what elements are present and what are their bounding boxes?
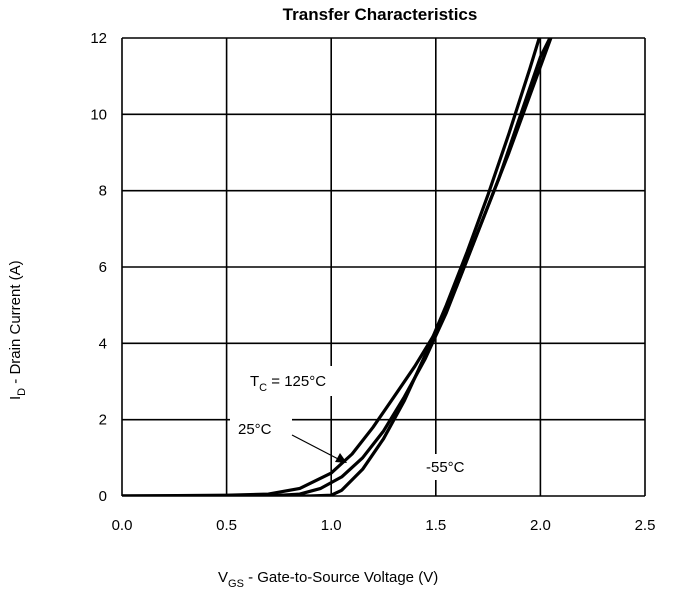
y-tick-label: 4: [99, 335, 107, 352]
annotation-arrowhead: [335, 453, 347, 463]
x-tick-label: 2.0: [530, 517, 551, 534]
x-tick-label: 0.0: [112, 517, 133, 534]
grid: [121, 37, 646, 497]
x-tick-label: 0.5: [216, 517, 237, 534]
y-tick-label: 6: [99, 259, 107, 276]
series-lines: [122, 38, 553, 496]
series-line-1: [122, 38, 553, 496]
x-tick-label: 1.5: [425, 517, 446, 534]
y-tick-label: 0: [99, 488, 107, 505]
series-line-0: [122, 38, 552, 496]
annotation-minus55c: -55°C: [426, 459, 465, 476]
y-tick-labels: 0 2 4 6 8 10 12: [90, 30, 107, 505]
y-tick-label: 8: [99, 183, 107, 200]
y-tick-label: 10: [90, 106, 107, 123]
annotation-25c: 25°C: [238, 421, 272, 438]
x-tick-label: 1.0: [321, 517, 342, 534]
annotation-125c: TC = 125°C: [250, 373, 326, 394]
series-line-2: [122, 38, 541, 496]
annotation-bg-25: [230, 416, 292, 442]
x-axis-label: VGS - Gate-to-Source Voltage (V): [218, 569, 438, 590]
x-tick-labels: 0.0 0.5 1.0 1.5 2.0 2.5: [112, 517, 656, 534]
annotation-arrow-line: [291, 434, 343, 462]
annotation-bg-125: [228, 366, 368, 396]
chart-title: Transfer Characteristics: [283, 5, 478, 24]
y-axis-label: ID - Drain Current (A): [7, 260, 28, 400]
x-tick-label: 2.5: [635, 517, 656, 534]
y-tick-label: 2: [99, 412, 107, 429]
annotation-bg-55: [422, 454, 490, 480]
y-tick-label: 12: [90, 30, 107, 47]
